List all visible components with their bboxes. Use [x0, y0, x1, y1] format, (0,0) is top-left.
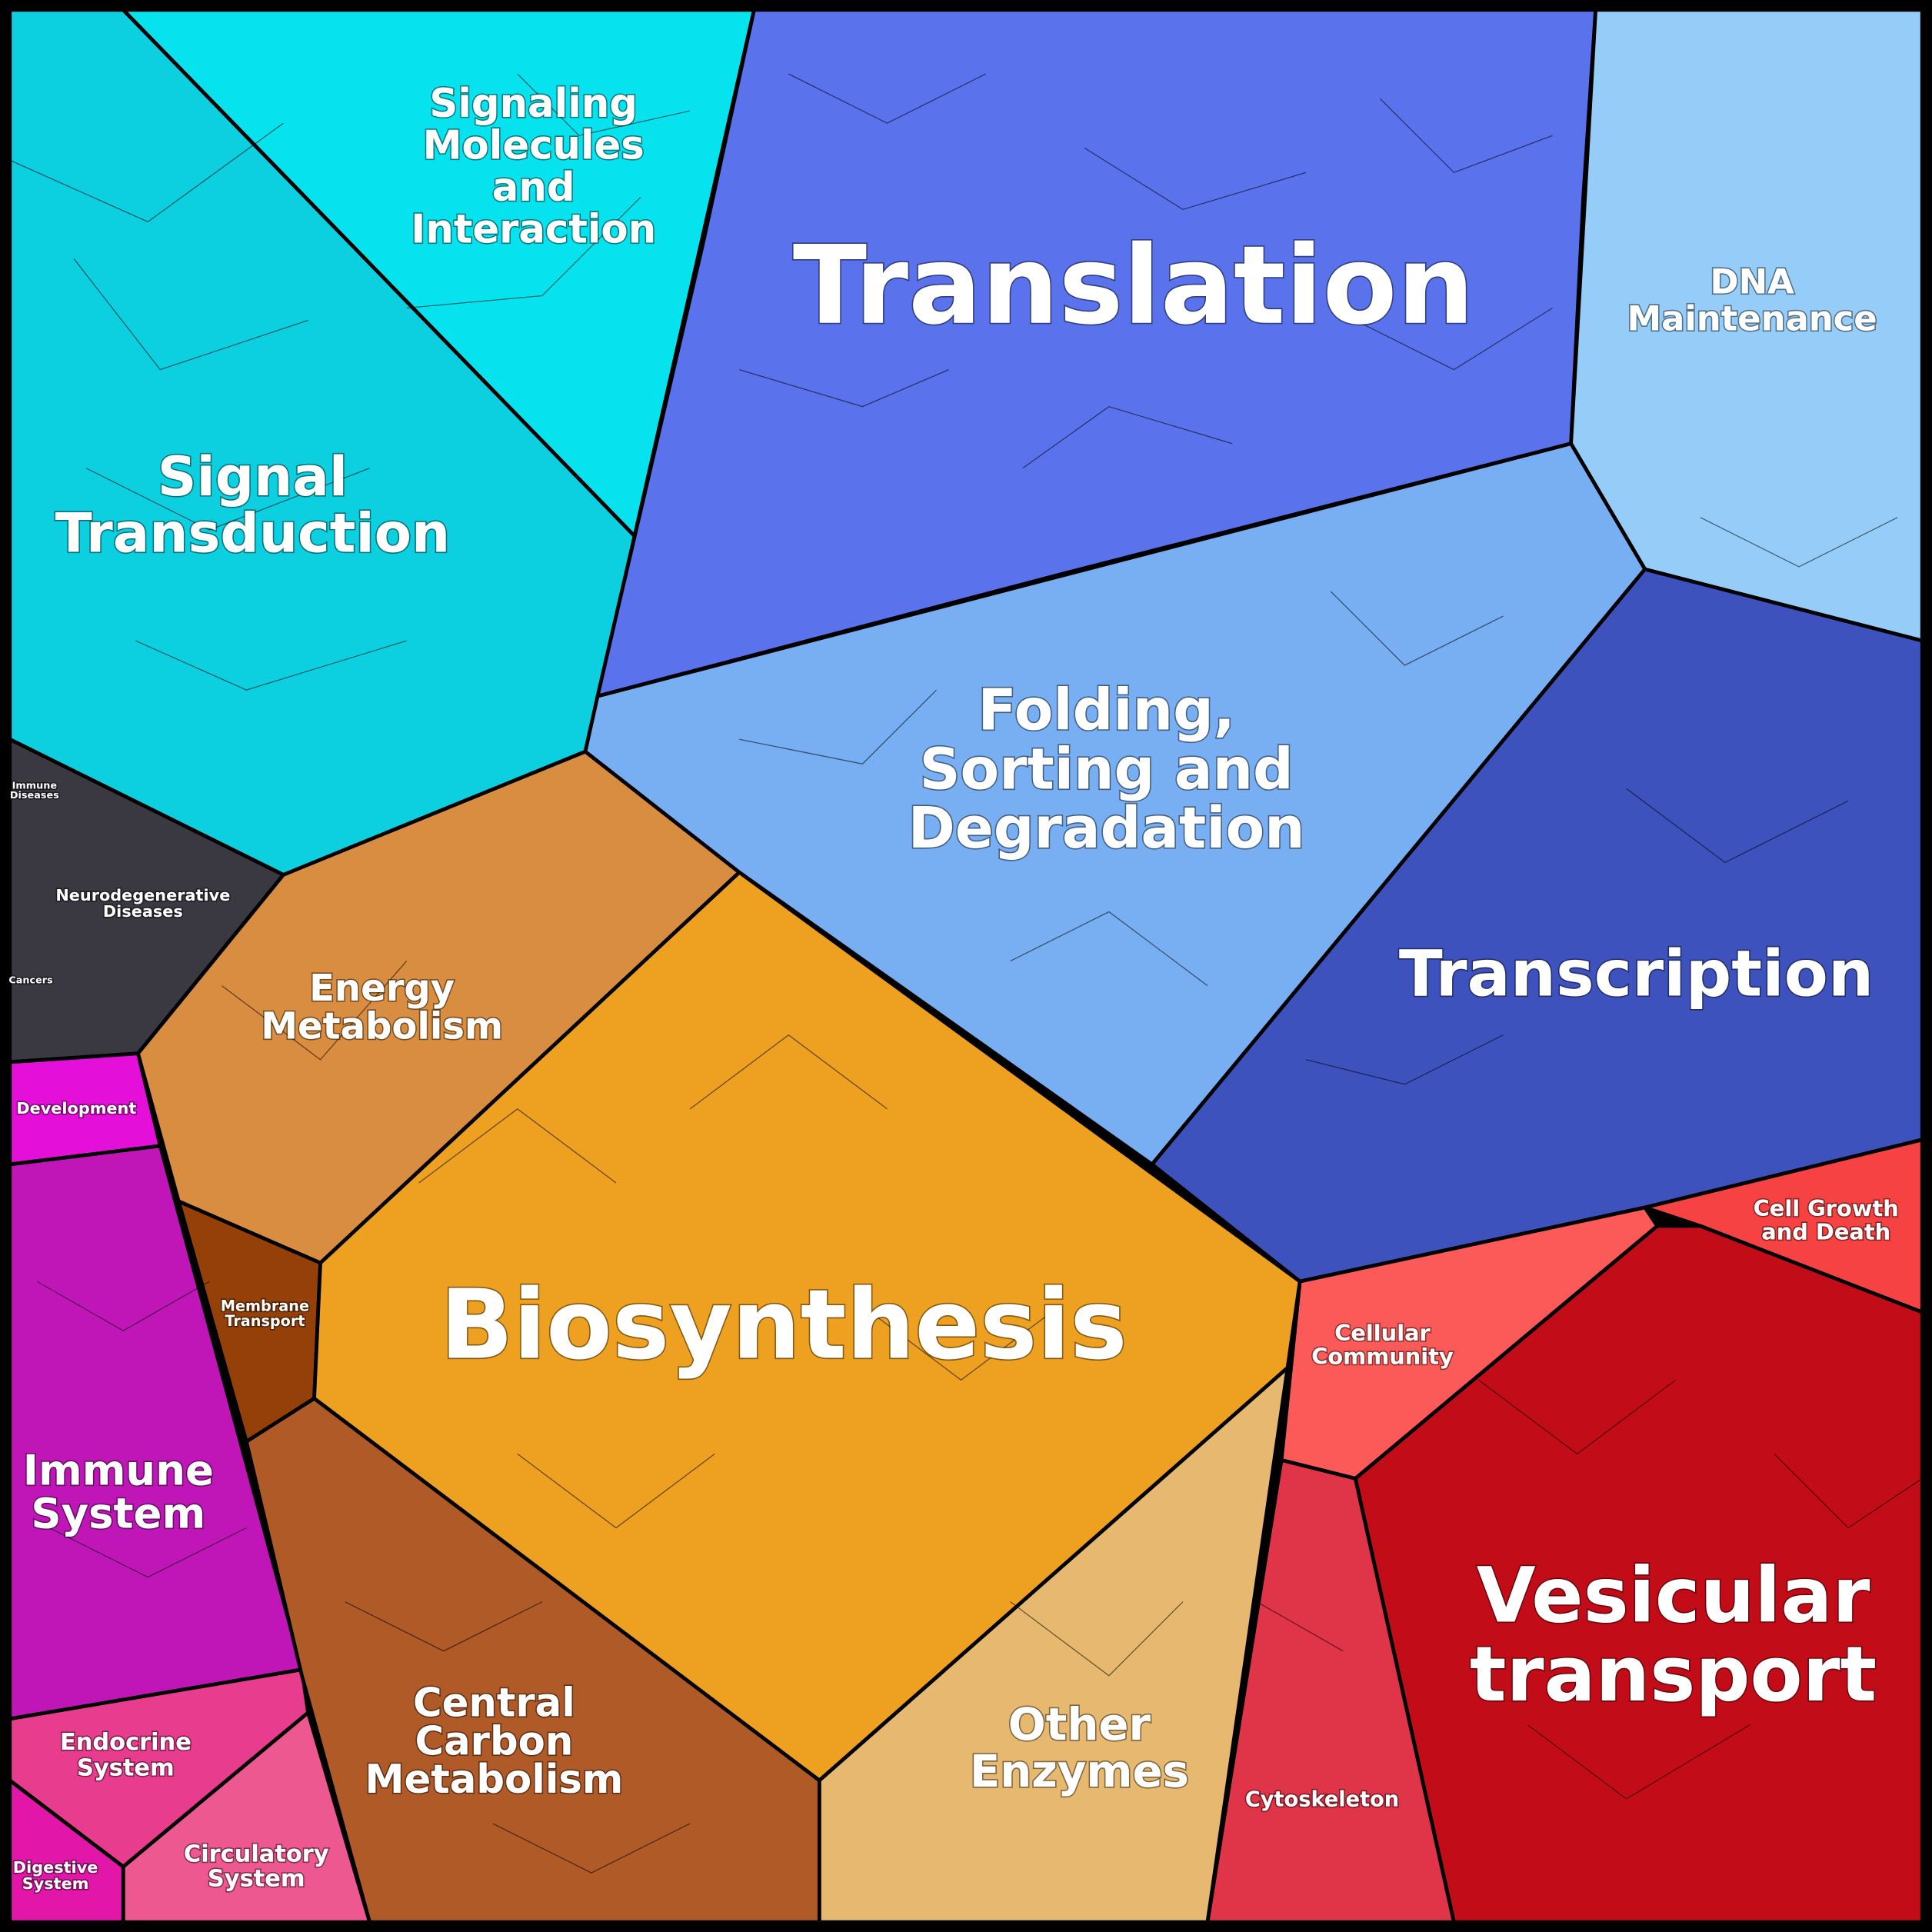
label-line: Sorting and	[919, 737, 1293, 802]
label-line: Signaling	[429, 81, 638, 127]
label-line: Enzymes	[970, 1745, 1189, 1797]
region-label: Cell Growth and Death	[1754, 1195, 1899, 1244]
region-label: Cellular Community	[1311, 1320, 1454, 1369]
label-line: Metabolism	[261, 1005, 503, 1048]
label-line: Neurodegenerative	[55, 886, 230, 904]
label-line: Cell Growth	[1754, 1195, 1899, 1221]
label-line: Development	[16, 1099, 136, 1118]
label-line: and	[492, 165, 575, 211]
label-line: and Death	[1761, 1219, 1890, 1245]
label-line: Endocrine	[60, 1729, 192, 1756]
label-line: Cytoskeleton	[1245, 1788, 1399, 1812]
label-line: System	[208, 1866, 305, 1893]
label-line: Interaction	[411, 207, 656, 253]
region-label: Membrane Transport	[221, 1297, 309, 1330]
cell-lines	[9, 73, 1923, 1874]
label-line: Immune	[12, 780, 58, 791]
label-line: Signal	[158, 445, 348, 508]
label-line: Carbon	[415, 1718, 573, 1764]
region-label: Development	[16, 1099, 136, 1118]
region-label: Digestive System	[13, 1858, 98, 1893]
label-line: Circulatory	[184, 1841, 329, 1868]
label-line: Translation	[793, 223, 1474, 349]
label-line: Transport	[225, 1312, 305, 1330]
label-line: Transcription	[1399, 936, 1874, 1011]
region-label: Translation	[793, 223, 1474, 349]
label-line: Digestive	[13, 1858, 98, 1877]
label-line: Diseases	[10, 790, 59, 801]
label-line: Maintenance	[1627, 298, 1877, 338]
label-line: Cellular	[1334, 1320, 1431, 1346]
label-line: Community	[1311, 1343, 1454, 1369]
region-label: Cytoskeleton	[1245, 1788, 1399, 1812]
label-line: Diseases	[103, 902, 183, 921]
region-label: Energy Metabolism	[261, 967, 503, 1048]
region-label: Transcription	[1399, 936, 1874, 1011]
region-label: Cancers	[8, 974, 53, 986]
region-label: Biosynthesis	[440, 1269, 1128, 1381]
label-line: Energy	[309, 967, 455, 1010]
label-line: Degradation	[908, 796, 1305, 861]
cell-edge	[739, 517, 1898, 1085]
region-label: Signaling Molecules and Interaction	[411, 81, 656, 252]
label-line: Vesicular	[1477, 1551, 1870, 1640]
region-label: Immune Diseases	[10, 780, 59, 801]
label-line: Folding,	[978, 678, 1234, 743]
cell-edge	[9, 73, 691, 691]
label-line: Central	[413, 1681, 575, 1727]
region-label: Other Enzymes	[970, 1698, 1189, 1797]
region-label: Signal Transduction	[55, 445, 451, 565]
region-label: Vesicular transport	[1470, 1551, 1877, 1719]
label-line: System	[77, 1755, 175, 1782]
region-label: Immune System	[23, 1445, 214, 1537]
region	[8, 1778, 125, 1924]
label-line: Biosynthesis	[440, 1269, 1128, 1381]
region	[1205, 1458, 1456, 1924]
region-label: Neurodegenerative Diseases	[55, 886, 230, 921]
label-line: Transduction	[55, 502, 451, 565]
label-line: Cancers	[8, 974, 53, 986]
region-label: Folding, Sorting and Degradation	[908, 678, 1305, 861]
region-label: DNA Maintenance	[1627, 261, 1877, 338]
label-line: System	[22, 1874, 89, 1893]
cell-edge	[221, 961, 1184, 1677]
label-line: Molecules	[423, 123, 645, 169]
label-line: Membrane	[221, 1297, 309, 1315]
label-line: Immune	[23, 1445, 214, 1494]
cell-edge	[739, 73, 1553, 469]
region-label: Endocrine System	[60, 1729, 192, 1782]
label-line: Metabolism	[365, 1757, 624, 1803]
label-line: transport	[1470, 1631, 1877, 1719]
region-label: Central Carbon Metabolism	[365, 1681, 624, 1803]
region-label: Circulatory System	[184, 1841, 329, 1893]
labels: Signaling Molecules and Interaction Signal T…	[8, 80, 1900, 1894]
label-line: System	[31, 1489, 205, 1538]
label-line: Other	[1008, 1698, 1151, 1750]
cell-edge	[36, 1281, 1923, 1874]
label-line: DNA	[1710, 261, 1794, 301]
regions	[8, 8, 1924, 1924]
